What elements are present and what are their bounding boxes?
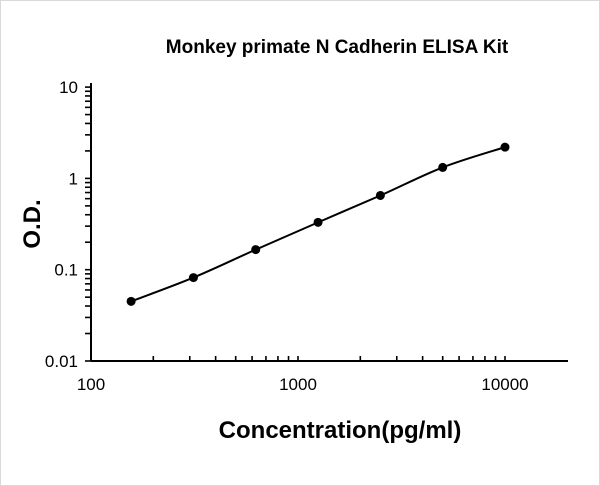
data-point — [438, 162, 448, 172]
y-tick-label: 10 — [59, 78, 78, 97]
data-point — [251, 245, 261, 255]
data-point — [126, 296, 136, 306]
data-point — [188, 273, 198, 283]
y-tick-label: 0.01 — [45, 352, 78, 371]
x-tick-label: 1000 — [279, 375, 317, 394]
x-tick-label: 10000 — [481, 375, 528, 394]
x-tick-label: 100 — [77, 375, 105, 394]
data-point — [313, 217, 323, 227]
data-point — [375, 190, 385, 200]
data-point — [500, 142, 510, 152]
chart-title: Monkey primate N Cadherin ELISA Kit — [166, 37, 509, 58]
y-tick-label: 0.1 — [54, 261, 78, 280]
y-tick-label: 1 — [69, 169, 78, 188]
y-axis-title: O.D. — [19, 199, 46, 248]
x-axis-title: Concentration(pg/ml) — [219, 417, 462, 444]
